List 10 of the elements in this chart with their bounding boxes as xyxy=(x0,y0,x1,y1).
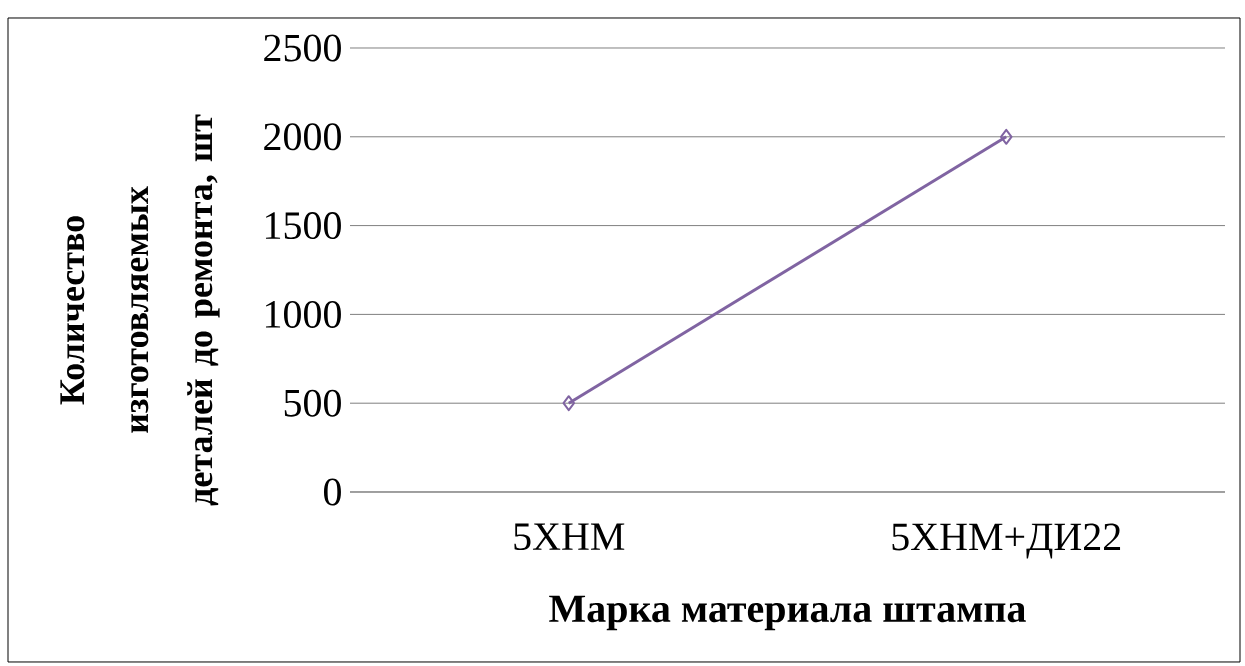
x-axis-title: Марка материала штампа xyxy=(549,595,1026,631)
x-tick-label: 5ХНМ xyxy=(514,523,625,551)
y-tick-label: 500 xyxy=(284,389,341,417)
y-tick-label: 0 xyxy=(323,478,341,506)
y-tick-label: 2500 xyxy=(264,34,341,62)
y-tick-label: 1000 xyxy=(265,300,341,328)
y-tick-label: 2000 xyxy=(264,123,341,151)
y-tick-label: 1500 xyxy=(265,212,341,240)
text: Количество изготовляемых деталей до ремонта, шт xyxy=(60,114,220,506)
x-tick-label: 5ХНМ+ДИ22 xyxy=(892,523,1121,559)
